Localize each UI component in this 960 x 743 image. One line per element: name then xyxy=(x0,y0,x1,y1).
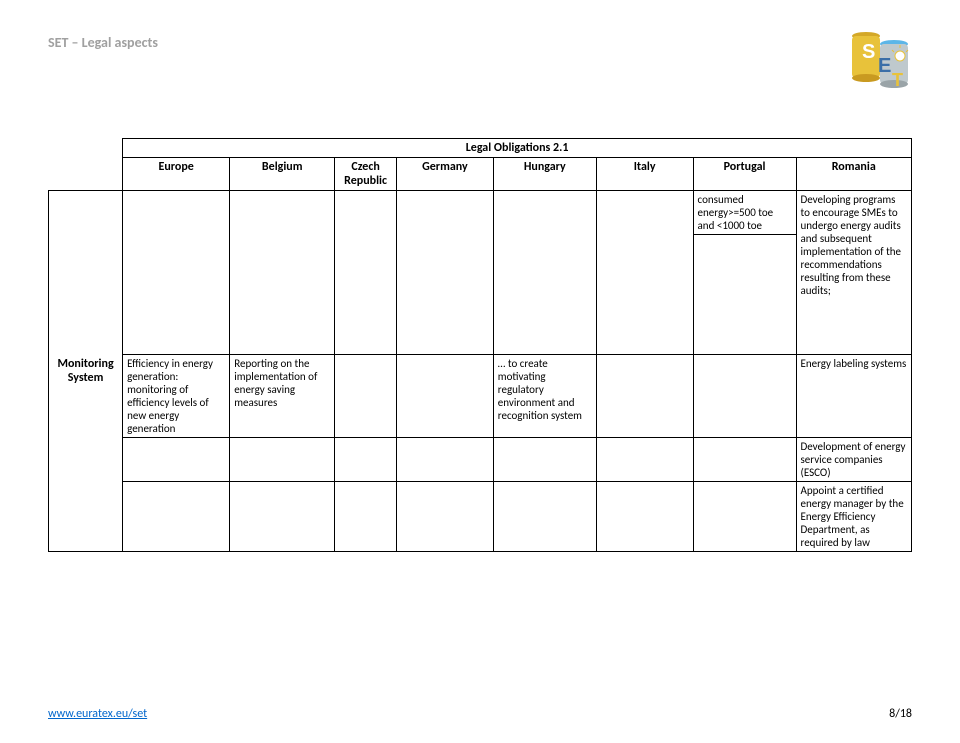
cell xyxy=(123,482,230,552)
cell-romania-2: Energy labeling systems xyxy=(796,355,912,438)
cell xyxy=(693,482,796,552)
cell xyxy=(230,438,335,482)
cell-europe-2: Efficiency in energy generation: monitor… xyxy=(123,355,230,438)
cell xyxy=(230,191,335,355)
set-logo: S E T xyxy=(848,28,912,92)
cell xyxy=(335,355,397,438)
cell xyxy=(397,482,494,552)
col-portugal: Portugal xyxy=(693,158,796,191)
col-hungary: Hungary xyxy=(493,158,596,191)
doc-title: SET – Legal aspects xyxy=(48,34,158,51)
page-footer: www.euratex.eu/set 8/18 xyxy=(48,707,912,721)
cell xyxy=(397,355,494,438)
col-belgium: Belgium xyxy=(230,158,335,191)
row-category: Monitoring System xyxy=(49,191,123,552)
cell xyxy=(335,438,397,482)
cell xyxy=(123,438,230,482)
cell-romania-3: Development of energy service companies … xyxy=(796,438,912,482)
cell xyxy=(493,482,596,552)
col-italy: Italy xyxy=(596,158,693,191)
page: SET – Legal aspects S E T xyxy=(0,0,960,743)
col-germany: Germany xyxy=(397,158,494,191)
footer-url[interactable]: www.euratex.eu/set xyxy=(48,707,147,721)
cell-portugal-top: consumed energy>=500 toe and <1000 toe xyxy=(693,191,796,235)
col-europe: Europe xyxy=(123,158,230,191)
page-header: SET – Legal aspects S E T xyxy=(48,28,912,98)
table-row: Appoint a certified energy manager by th… xyxy=(49,482,912,552)
svg-text:S: S xyxy=(862,41,875,63)
table-row: Efficiency in energy generation: monitor… xyxy=(49,355,912,438)
cell xyxy=(493,438,596,482)
table-row: Monitoring System consumed energy>=500 t… xyxy=(49,191,912,235)
cell-hungary-2: … to create motivating regulatory enviro… xyxy=(493,355,596,438)
cell xyxy=(693,235,796,355)
page-number: 8/18 xyxy=(889,707,912,721)
svg-text:E: E xyxy=(878,55,891,77)
table-row: Development of energy service companies … xyxy=(49,438,912,482)
cell-romania-1: Developing programs to encourage SMEs to… xyxy=(796,191,912,355)
cell xyxy=(693,355,796,438)
cell xyxy=(123,191,230,355)
cell-romania-4: Appoint a certified energy manager by th… xyxy=(796,482,912,552)
cell xyxy=(596,355,693,438)
table-title: Legal Obligations 2.1 xyxy=(123,139,912,158)
cell xyxy=(693,438,796,482)
legal-obligations-table: Legal Obligations 2.1 Europe Belgium Cze… xyxy=(48,138,912,552)
table-header-row: Europe Belgium Czech Republic Germany Hu… xyxy=(49,158,912,191)
cell xyxy=(397,438,494,482)
cell xyxy=(596,438,693,482)
svg-text:T: T xyxy=(892,70,903,90)
cell xyxy=(230,482,335,552)
cell xyxy=(596,191,693,355)
table-title-row: Legal Obligations 2.1 xyxy=(49,139,912,158)
cell xyxy=(335,482,397,552)
cell-belgium-2: Reporting on the implementation of energ… xyxy=(230,355,335,438)
col-czech: Czech Republic xyxy=(335,158,397,191)
cell xyxy=(397,191,494,355)
table-container: Legal Obligations 2.1 Europe Belgium Cze… xyxy=(48,138,912,552)
cell xyxy=(335,191,397,355)
spacer-cell xyxy=(49,158,123,191)
col-romania: Romania xyxy=(796,158,912,191)
spacer-cell xyxy=(49,139,123,158)
cell xyxy=(493,191,596,355)
logo-svg: S E T xyxy=(848,28,912,92)
cell xyxy=(596,482,693,552)
